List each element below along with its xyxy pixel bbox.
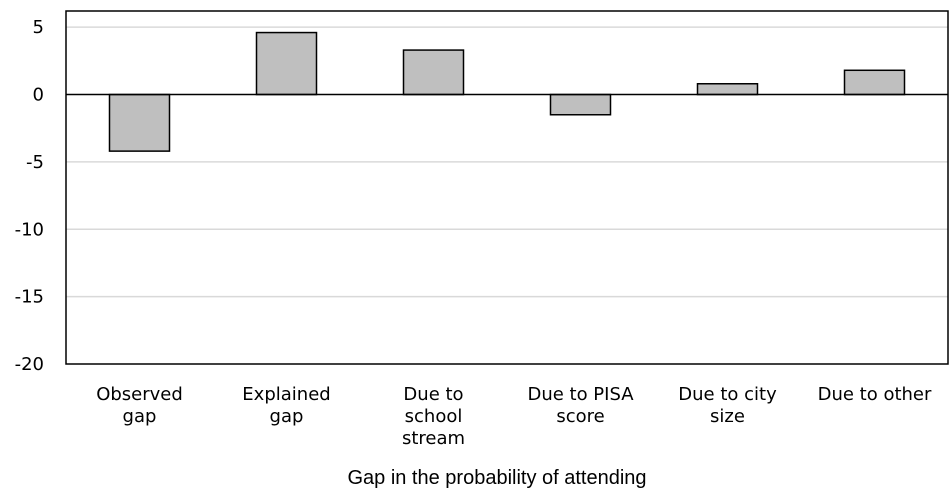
- x-category-label-line: Due to PISA: [527, 384, 634, 405]
- y-tick-label: -15: [15, 287, 44, 308]
- y-tick-label: 0: [33, 85, 44, 106]
- y-tick-label: -10: [15, 219, 44, 240]
- x-category-label-line: school: [405, 406, 463, 427]
- bars: [108, 31, 906, 152]
- bar: [843, 69, 906, 96]
- axes: [65, 10, 949, 365]
- x-category-label-line: Due to: [403, 384, 463, 405]
- plot-frame: [65, 10, 949, 365]
- bar: [696, 83, 759, 96]
- x-category-label-line: gap: [123, 406, 157, 427]
- x-category-label-line: Explained: [242, 384, 330, 405]
- bar: [255, 31, 318, 96]
- x-category-label-line: Due to other: [818, 384, 932, 405]
- bar: [402, 49, 465, 96]
- x-category-label-line: stream: [402, 428, 465, 449]
- x-category-label: Observed gap: [96, 384, 183, 427]
- x-category-label-line: Observed: [96, 384, 183, 405]
- x-category-label-line: Due to city: [678, 384, 777, 405]
- bar: [549, 93, 612, 116]
- y-tick-labels: 5 0 -5 -10 -15 -20: [15, 17, 44, 375]
- x-category-label-line: size: [710, 406, 745, 427]
- x-category-label: Explained gap: [242, 384, 330, 427]
- y-tick-label: 5: [33, 17, 44, 38]
- x-category-label: Due to PISA score: [527, 384, 634, 427]
- bar: [108, 93, 171, 152]
- x-category-label-line: score: [556, 406, 604, 427]
- x-category-label: Due to other: [818, 384, 932, 405]
- x-category-label: Due to school stream: [402, 384, 465, 449]
- y-tick-label: -20: [15, 354, 44, 375]
- x-axis-title: Gap in the probability of attending: [347, 467, 646, 489]
- grid-lines: [66, 26, 948, 298]
- y-tick-label: -5: [26, 152, 44, 173]
- x-category-label-line: gap: [270, 406, 304, 427]
- x-category-label: Due to city size: [678, 384, 777, 427]
